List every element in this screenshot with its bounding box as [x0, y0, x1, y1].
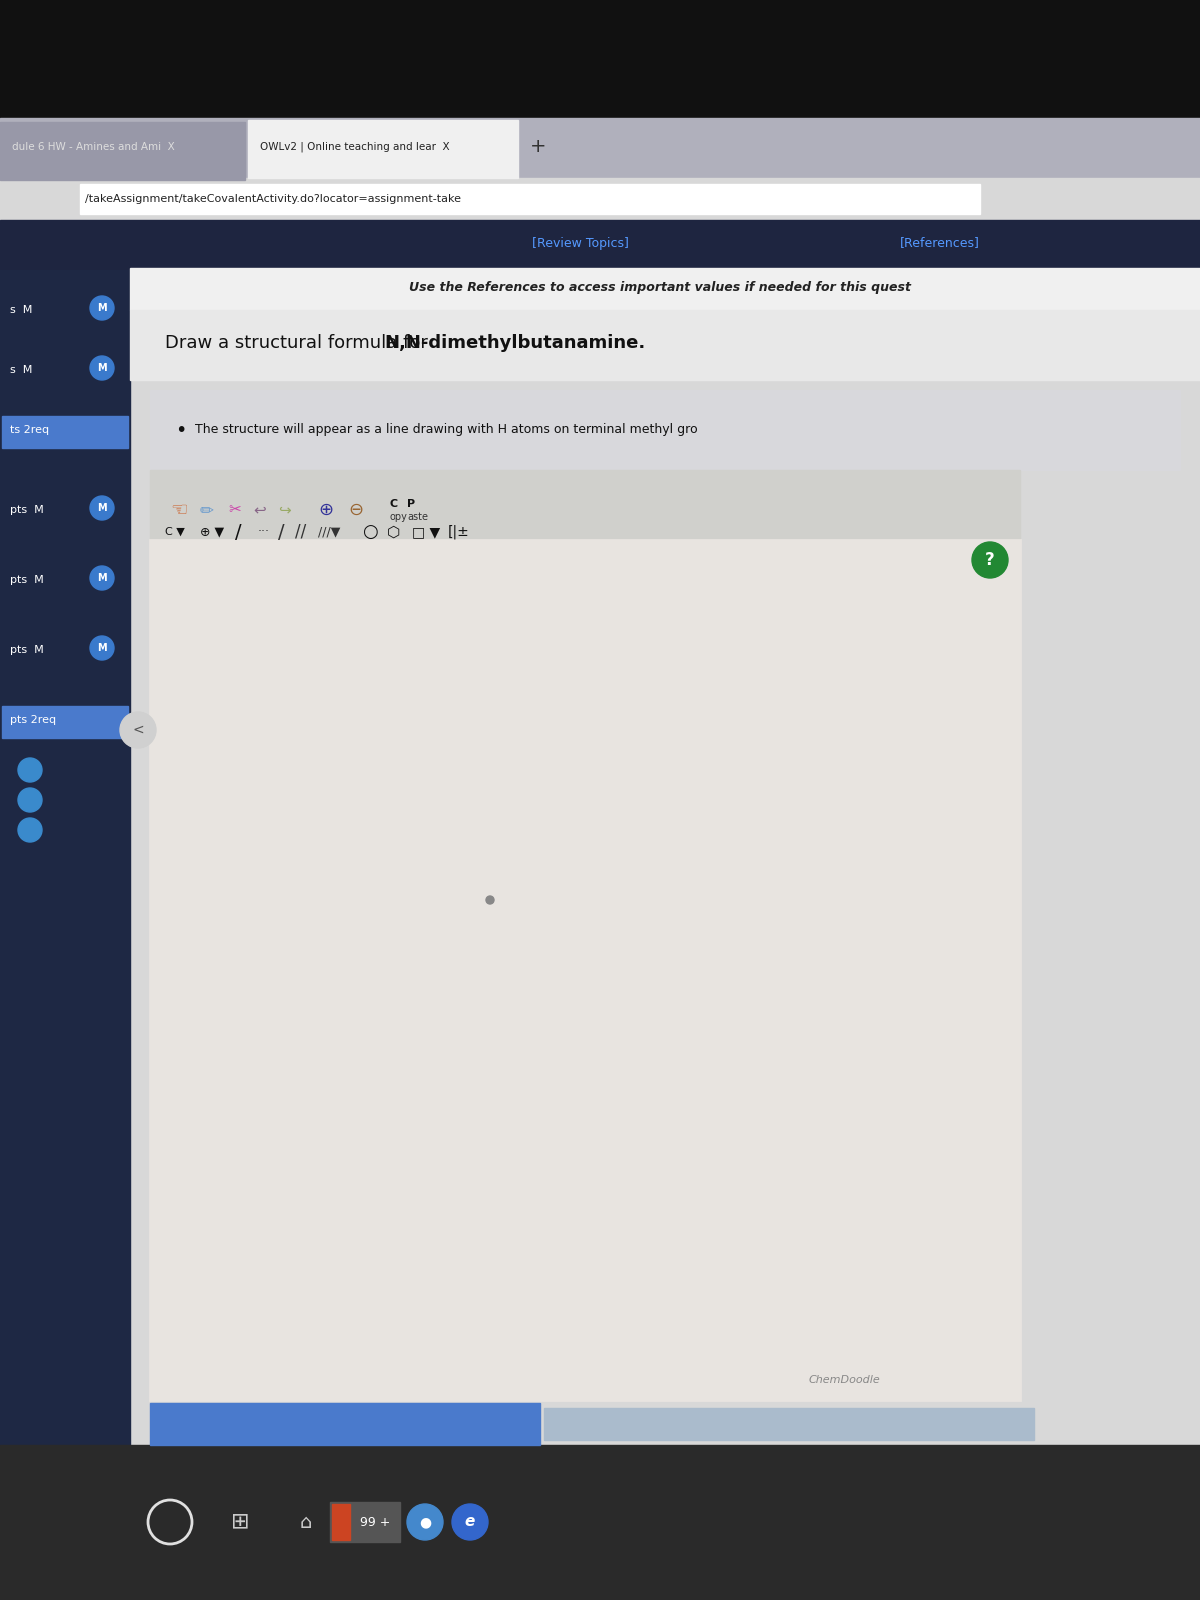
Text: ⬡: ⬡: [386, 525, 401, 539]
Circle shape: [90, 296, 114, 320]
Text: ⊕: ⊕: [318, 501, 334, 518]
Bar: [248, 120, 518, 178]
Circle shape: [972, 542, 1008, 578]
Text: ⊞: ⊞: [230, 1512, 250, 1533]
Text: e: e: [464, 1515, 475, 1530]
Text: □ ▼: □ ▼: [412, 525, 440, 539]
Text: ChemDoodle: ChemDoodle: [809, 1374, 880, 1386]
Text: +: +: [530, 138, 546, 157]
Bar: [0, 270, 130, 1600]
Text: M: M: [97, 363, 107, 373]
Text: ⌂: ⌂: [300, 1512, 312, 1531]
Circle shape: [18, 818, 42, 842]
Text: pts  M: pts M: [10, 645, 43, 654]
Circle shape: [452, 1504, 488, 1539]
Bar: [0, 0, 1200, 120]
Text: /takeAssignment/takeCovalentActivity.do?locator=assignment-take: /takeAssignment/takeCovalentActivity.do?…: [85, 194, 461, 203]
Bar: [150, 470, 1020, 541]
Text: pts 2req: pts 2req: [10, 715, 56, 725]
Text: ?: ?: [985, 550, 995, 570]
Circle shape: [18, 787, 42, 813]
Bar: [0, 122, 245, 179]
Text: M: M: [97, 643, 107, 653]
Bar: [0, 118, 1200, 179]
Text: [Review Topics]: [Review Topics]: [532, 237, 629, 250]
Text: //: //: [295, 523, 306, 541]
Text: ⊕ ▼: ⊕ ▼: [200, 525, 224, 539]
Bar: [0, 219, 1200, 270]
Text: The structure will appear as a line drawing with H atoms on terminal methyl gro: The structure will appear as a line draw…: [194, 424, 697, 437]
Bar: [544, 1408, 1034, 1440]
Bar: [80, 184, 980, 214]
Text: M: M: [97, 573, 107, 582]
Text: ···: ···: [258, 525, 270, 539]
Circle shape: [90, 357, 114, 379]
Bar: [130, 310, 1200, 379]
Text: P: P: [407, 499, 415, 509]
Circle shape: [486, 896, 494, 904]
Circle shape: [120, 712, 156, 749]
Text: pts  M: pts M: [10, 574, 43, 586]
Text: M: M: [97, 302, 107, 314]
Bar: [130, 267, 1200, 310]
Text: C ▼: C ▼: [166, 526, 185, 538]
Bar: [150, 390, 1180, 470]
Circle shape: [90, 566, 114, 590]
Bar: [150, 541, 1020, 1400]
Bar: [2, 706, 128, 738]
Text: ⊖: ⊖: [348, 501, 364, 518]
Bar: [2, 416, 128, 448]
Text: ○: ○: [362, 523, 378, 541]
Text: pts  M: pts M: [10, 506, 43, 515]
Text: s  M: s M: [10, 306, 32, 315]
Text: C: C: [390, 499, 398, 509]
Bar: [0, 1445, 1200, 1600]
Circle shape: [90, 635, 114, 659]
Text: <: <: [132, 723, 144, 738]
Circle shape: [90, 496, 114, 520]
Text: dule 6 HW - Amines and Ami  X: dule 6 HW - Amines and Ami X: [12, 142, 175, 152]
Text: Draw a structural formula for: Draw a structural formula for: [166, 334, 433, 352]
Bar: [0, 178, 1200, 219]
Text: ✏: ✏: [200, 501, 214, 518]
Circle shape: [407, 1504, 443, 1539]
Text: ✂: ✂: [228, 502, 241, 517]
Text: ●: ●: [419, 1515, 431, 1530]
Text: aste: aste: [407, 512, 428, 522]
Text: OWLv2 | Online teaching and lear  X: OWLv2 | Online teaching and lear X: [260, 142, 450, 152]
Text: [|±: [|±: [448, 525, 469, 539]
Bar: [332, 1504, 350, 1539]
Text: N,N-dimethylbutanamine.: N,N-dimethylbutanamine.: [384, 334, 646, 352]
Circle shape: [18, 758, 42, 782]
Text: 99 +: 99 +: [360, 1515, 390, 1528]
Bar: [0, 270, 1200, 1600]
Text: s  M: s M: [10, 365, 32, 374]
Bar: [150, 1403, 540, 1445]
Text: [References]: [References]: [900, 237, 980, 250]
Bar: [330, 1502, 400, 1542]
Text: M: M: [97, 502, 107, 514]
Text: ☜: ☜: [170, 501, 187, 520]
Text: ts 2req: ts 2req: [10, 426, 49, 435]
Text: /: /: [278, 523, 284, 541]
Text: opy: opy: [390, 512, 408, 522]
Text: ↩: ↩: [253, 502, 265, 517]
Text: Use the References to access important values if needed for this quest: Use the References to access important v…: [409, 282, 911, 294]
Text: ↪: ↪: [278, 502, 290, 517]
Text: ///▼: ///▼: [318, 525, 341, 539]
Text: •: •: [175, 421, 186, 440]
Text: /: /: [235, 523, 241, 541]
